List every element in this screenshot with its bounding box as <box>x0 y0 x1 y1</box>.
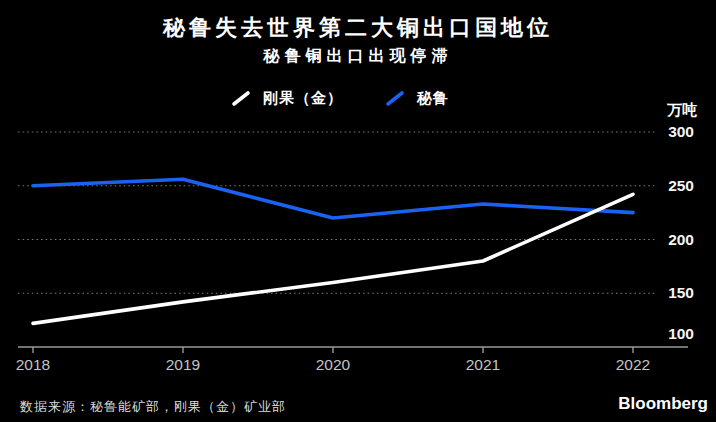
series-line-peru <box>33 179 633 218</box>
y-tick-label-250: 250 <box>668 177 694 194</box>
bloomberg-copper-chart: 秘鲁失去世界第二大铜出口国地位 秘鲁铜出口出现停滞 刚果（金） 秘鲁 万吨100… <box>0 0 716 422</box>
y-tick-label-100: 100 <box>668 325 694 342</box>
axis-labels: 万吨 100 150 200 250 300 2018 2019 2020 2021 2022 <box>16 101 697 373</box>
line-chart-plot: 万吨 100 150 200 250 300 2018 2019 2020 2021 2022 <box>0 0 716 422</box>
x-tick-label-2018: 2018 <box>16 356 50 373</box>
x-tick-label-2020: 2020 <box>316 356 351 373</box>
bloomberg-logo: Bloomberg <box>618 394 708 414</box>
x-tick-label-2019: 2019 <box>166 356 200 373</box>
series-line-congo <box>33 194 633 323</box>
y-tick-label-200: 200 <box>668 231 694 248</box>
unit-label: 万吨 <box>666 101 697 118</box>
y-tick-label-150: 150 <box>668 284 694 301</box>
y-tick-label-300: 300 <box>668 123 694 140</box>
source-attribution: 数据来源：秘鲁能矿部，刚果（金）矿业部 <box>20 398 286 416</box>
x-axis <box>18 347 688 353</box>
series-lines <box>33 179 633 323</box>
x-tick-label-2021: 2021 <box>466 356 500 373</box>
gridlines <box>18 132 657 293</box>
x-tick-label-2022: 2022 <box>616 356 650 373</box>
